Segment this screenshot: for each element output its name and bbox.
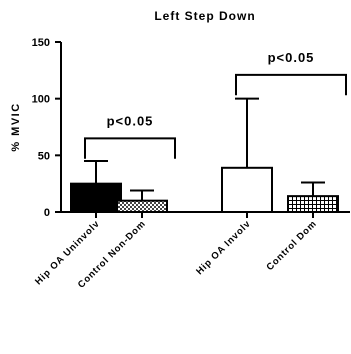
bar bbox=[70, 182, 122, 214]
y-tick-label: 0 bbox=[44, 207, 50, 219]
x-category-label: Control Dom bbox=[264, 218, 319, 273]
chart-title: Left Step Down bbox=[154, 9, 255, 23]
significance-bracket bbox=[235, 73, 347, 96]
error-bars bbox=[84, 97, 325, 201]
significance-label: p<0.05 bbox=[268, 50, 315, 65]
significance-label: p<0.05 bbox=[107, 113, 154, 128]
x-category-label: Hip OA Involv bbox=[194, 218, 253, 277]
y-tick-label: 50 bbox=[38, 150, 50, 162]
bar bbox=[221, 166, 273, 214]
bar bbox=[287, 195, 339, 213]
bars bbox=[70, 166, 339, 214]
y-tick-label: 100 bbox=[32, 94, 50, 106]
significance-bracket bbox=[84, 137, 176, 159]
bar bbox=[116, 199, 168, 214]
y-tick-label: 150 bbox=[32, 37, 50, 49]
significance-annotations: p<0.05 p<0.05 bbox=[84, 50, 347, 159]
y-axis-ticks: 0 50 100 150 bbox=[32, 37, 61, 219]
y-axis-label: % MVIC bbox=[10, 102, 22, 151]
